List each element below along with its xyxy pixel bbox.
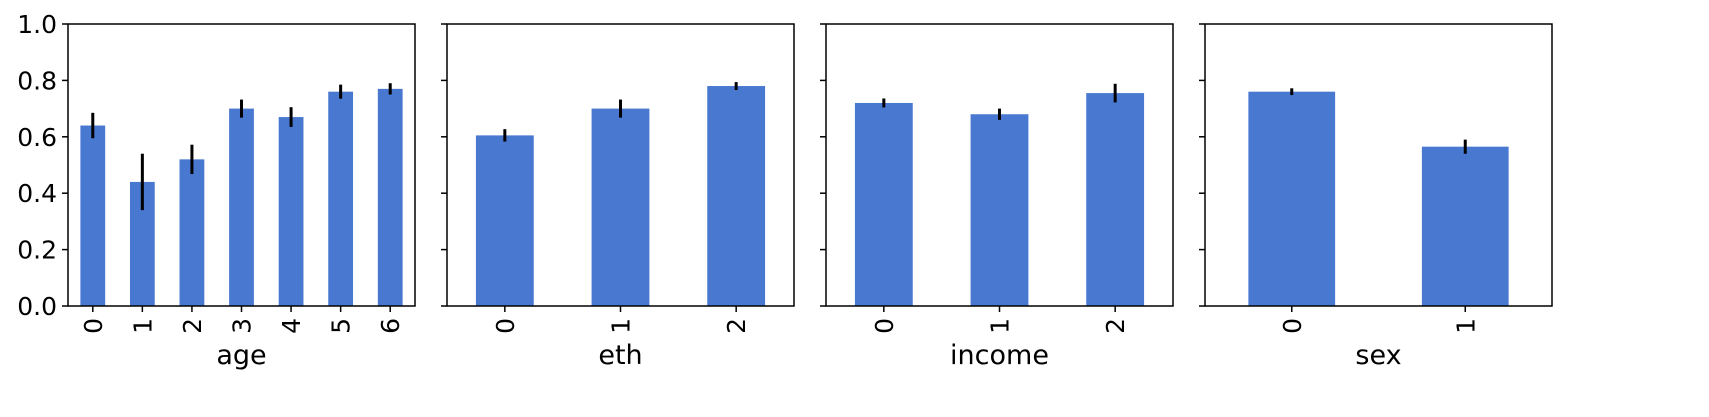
subplot-eth: 0 1 2 eth <box>441 23 795 371</box>
bar-age-5 <box>328 91 354 307</box>
bar-eth-0 <box>475 135 534 306</box>
bar-age-3 <box>229 108 254 306</box>
x-tick-label-income-1: 1 <box>986 318 1015 334</box>
y-tick-label-0.2: 0.2 <box>17 236 57 265</box>
y-tick-label-0.8: 0.8 <box>17 66 57 95</box>
bar-sex-0 <box>1248 91 1336 307</box>
x-axis-label-income: income <box>950 340 1049 371</box>
subplot-sex: 0 1 sex <box>1199 23 1553 371</box>
x-tick-label-sex-1: 1 <box>1451 318 1480 334</box>
x-tick-label-eth-0: 0 <box>491 318 520 334</box>
axes-frame-income <box>825 23 1174 307</box>
x-tick-label-income-0: 0 <box>870 318 899 334</box>
y-tick-label-0.6: 0.6 <box>17 123 57 152</box>
bar-age-4 <box>278 117 304 306</box>
bar-income-1 <box>970 114 1029 307</box>
x-tick-label-age-5: 5 <box>327 318 356 334</box>
axes-frame-age <box>67 23 416 307</box>
bar-sex-1 <box>1421 146 1509 306</box>
x-tick-label-age-2: 2 <box>178 318 207 334</box>
x-axis-label-eth: eth <box>598 340 642 371</box>
axes-frame-sex <box>1204 23 1553 307</box>
bar-age-2 <box>179 159 205 306</box>
x-tick-label-income-2: 2 <box>1101 318 1130 334</box>
bar-income-2 <box>1086 93 1145 306</box>
x-tick-label-age-0: 0 <box>79 318 108 334</box>
y-tick-label-1.0: 1.0 <box>17 10 57 39</box>
x-tick-label-age-1: 1 <box>128 318 157 334</box>
y-tick-label-0.0: 0.0 <box>17 292 57 321</box>
x-tick-label-age-6: 6 <box>376 318 405 334</box>
axes-frame-eth <box>446 23 795 307</box>
bar-age-0 <box>80 125 106 307</box>
y-tick-label-0.4: 0.4 <box>17 179 57 208</box>
subplot-income: 0 1 2 income <box>820 23 1174 371</box>
bar-income-0 <box>854 102 913 307</box>
x-axis-label-age: age <box>216 340 266 371</box>
x-tick-label-sex-0: 0 <box>1278 318 1307 334</box>
x-tick-label-age-3: 3 <box>228 318 257 334</box>
x-axis-label-sex: sex <box>1355 340 1401 371</box>
x-tick-label-age-4: 4 <box>277 318 306 334</box>
x-tick-label-eth-2: 2 <box>722 318 751 334</box>
bar-eth-2 <box>707 86 766 306</box>
bar-age-6 <box>377 88 403 306</box>
x-tick-label-eth-1: 1 <box>607 318 636 334</box>
subplot-age: 0 1 2 3 4 5 6 0.0 0.2 0.4 0.6 0.8 1.0 age <box>17 10 416 371</box>
bar-eth-1 <box>591 108 650 306</box>
